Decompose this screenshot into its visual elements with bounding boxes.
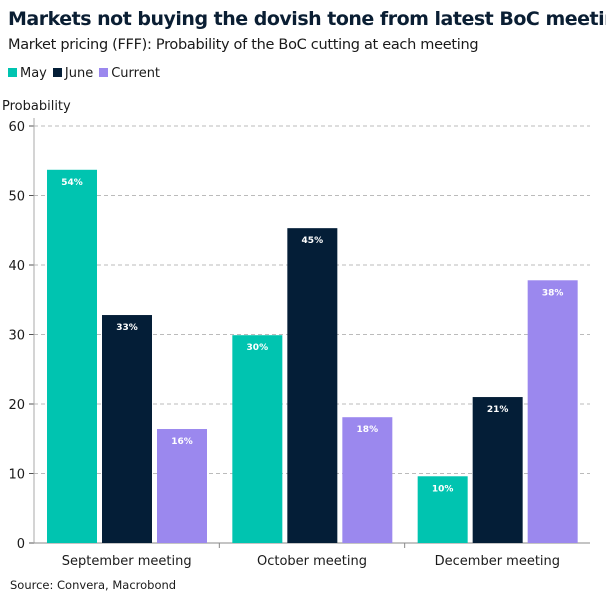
chart-subtitle: Market pricing (FFF): Probability of the…: [8, 37, 479, 53]
bar-may: [47, 169, 97, 543]
legend-label-june: June: [64, 66, 94, 81]
bar-june: [472, 397, 523, 543]
legend-label-may: May: [20, 66, 47, 81]
data-label: 45%: [302, 236, 324, 246]
y-tick-label: 10: [8, 468, 25, 483]
chart-title: Markets not buying the dovish tone from …: [8, 8, 606, 30]
y-axis-label: Probability: [2, 99, 71, 114]
bar-current: [157, 429, 207, 543]
source-note: Source: Convera, Macrobond: [10, 578, 177, 592]
data-label: 38%: [542, 288, 564, 298]
legend-item-june: June: [52, 66, 94, 81]
y-tick-label: 60: [8, 120, 25, 135]
y-tick-label: 50: [8, 190, 25, 205]
bar-june: [102, 315, 152, 543]
y-tick-label: 30: [8, 329, 25, 344]
bar-june: [287, 228, 338, 544]
legend-swatch-current: [99, 68, 109, 77]
x-tick-label: October meeting: [257, 554, 367, 569]
bar-current: [527, 280, 578, 543]
bar-current: [342, 417, 393, 543]
data-label: 33%: [116, 323, 138, 333]
legend-swatch-june: [52, 68, 62, 77]
data-label: 54%: [61, 178, 83, 188]
data-label: 21%: [487, 405, 509, 415]
data-label: 18%: [357, 425, 379, 435]
y-tick-label: 20: [8, 398, 25, 413]
data-label: 10%: [432, 484, 454, 494]
x-tick-label: September meeting: [62, 554, 192, 569]
bar-may: [232, 335, 283, 543]
x-tick-label: December meeting: [435, 554, 560, 569]
legend-label-current: Current: [111, 66, 161, 81]
y-tick-label: 0: [17, 537, 25, 552]
bar-may: [417, 476, 468, 543]
y-tick-label: 40: [8, 259, 25, 274]
legend-item-may: May: [8, 66, 47, 81]
legend-item-current: Current: [99, 66, 160, 81]
legend: May June Current: [8, 66, 160, 81]
legend-swatch-may: [8, 68, 17, 77]
data-label: 30%: [247, 343, 269, 353]
data-label: 16%: [171, 437, 193, 447]
